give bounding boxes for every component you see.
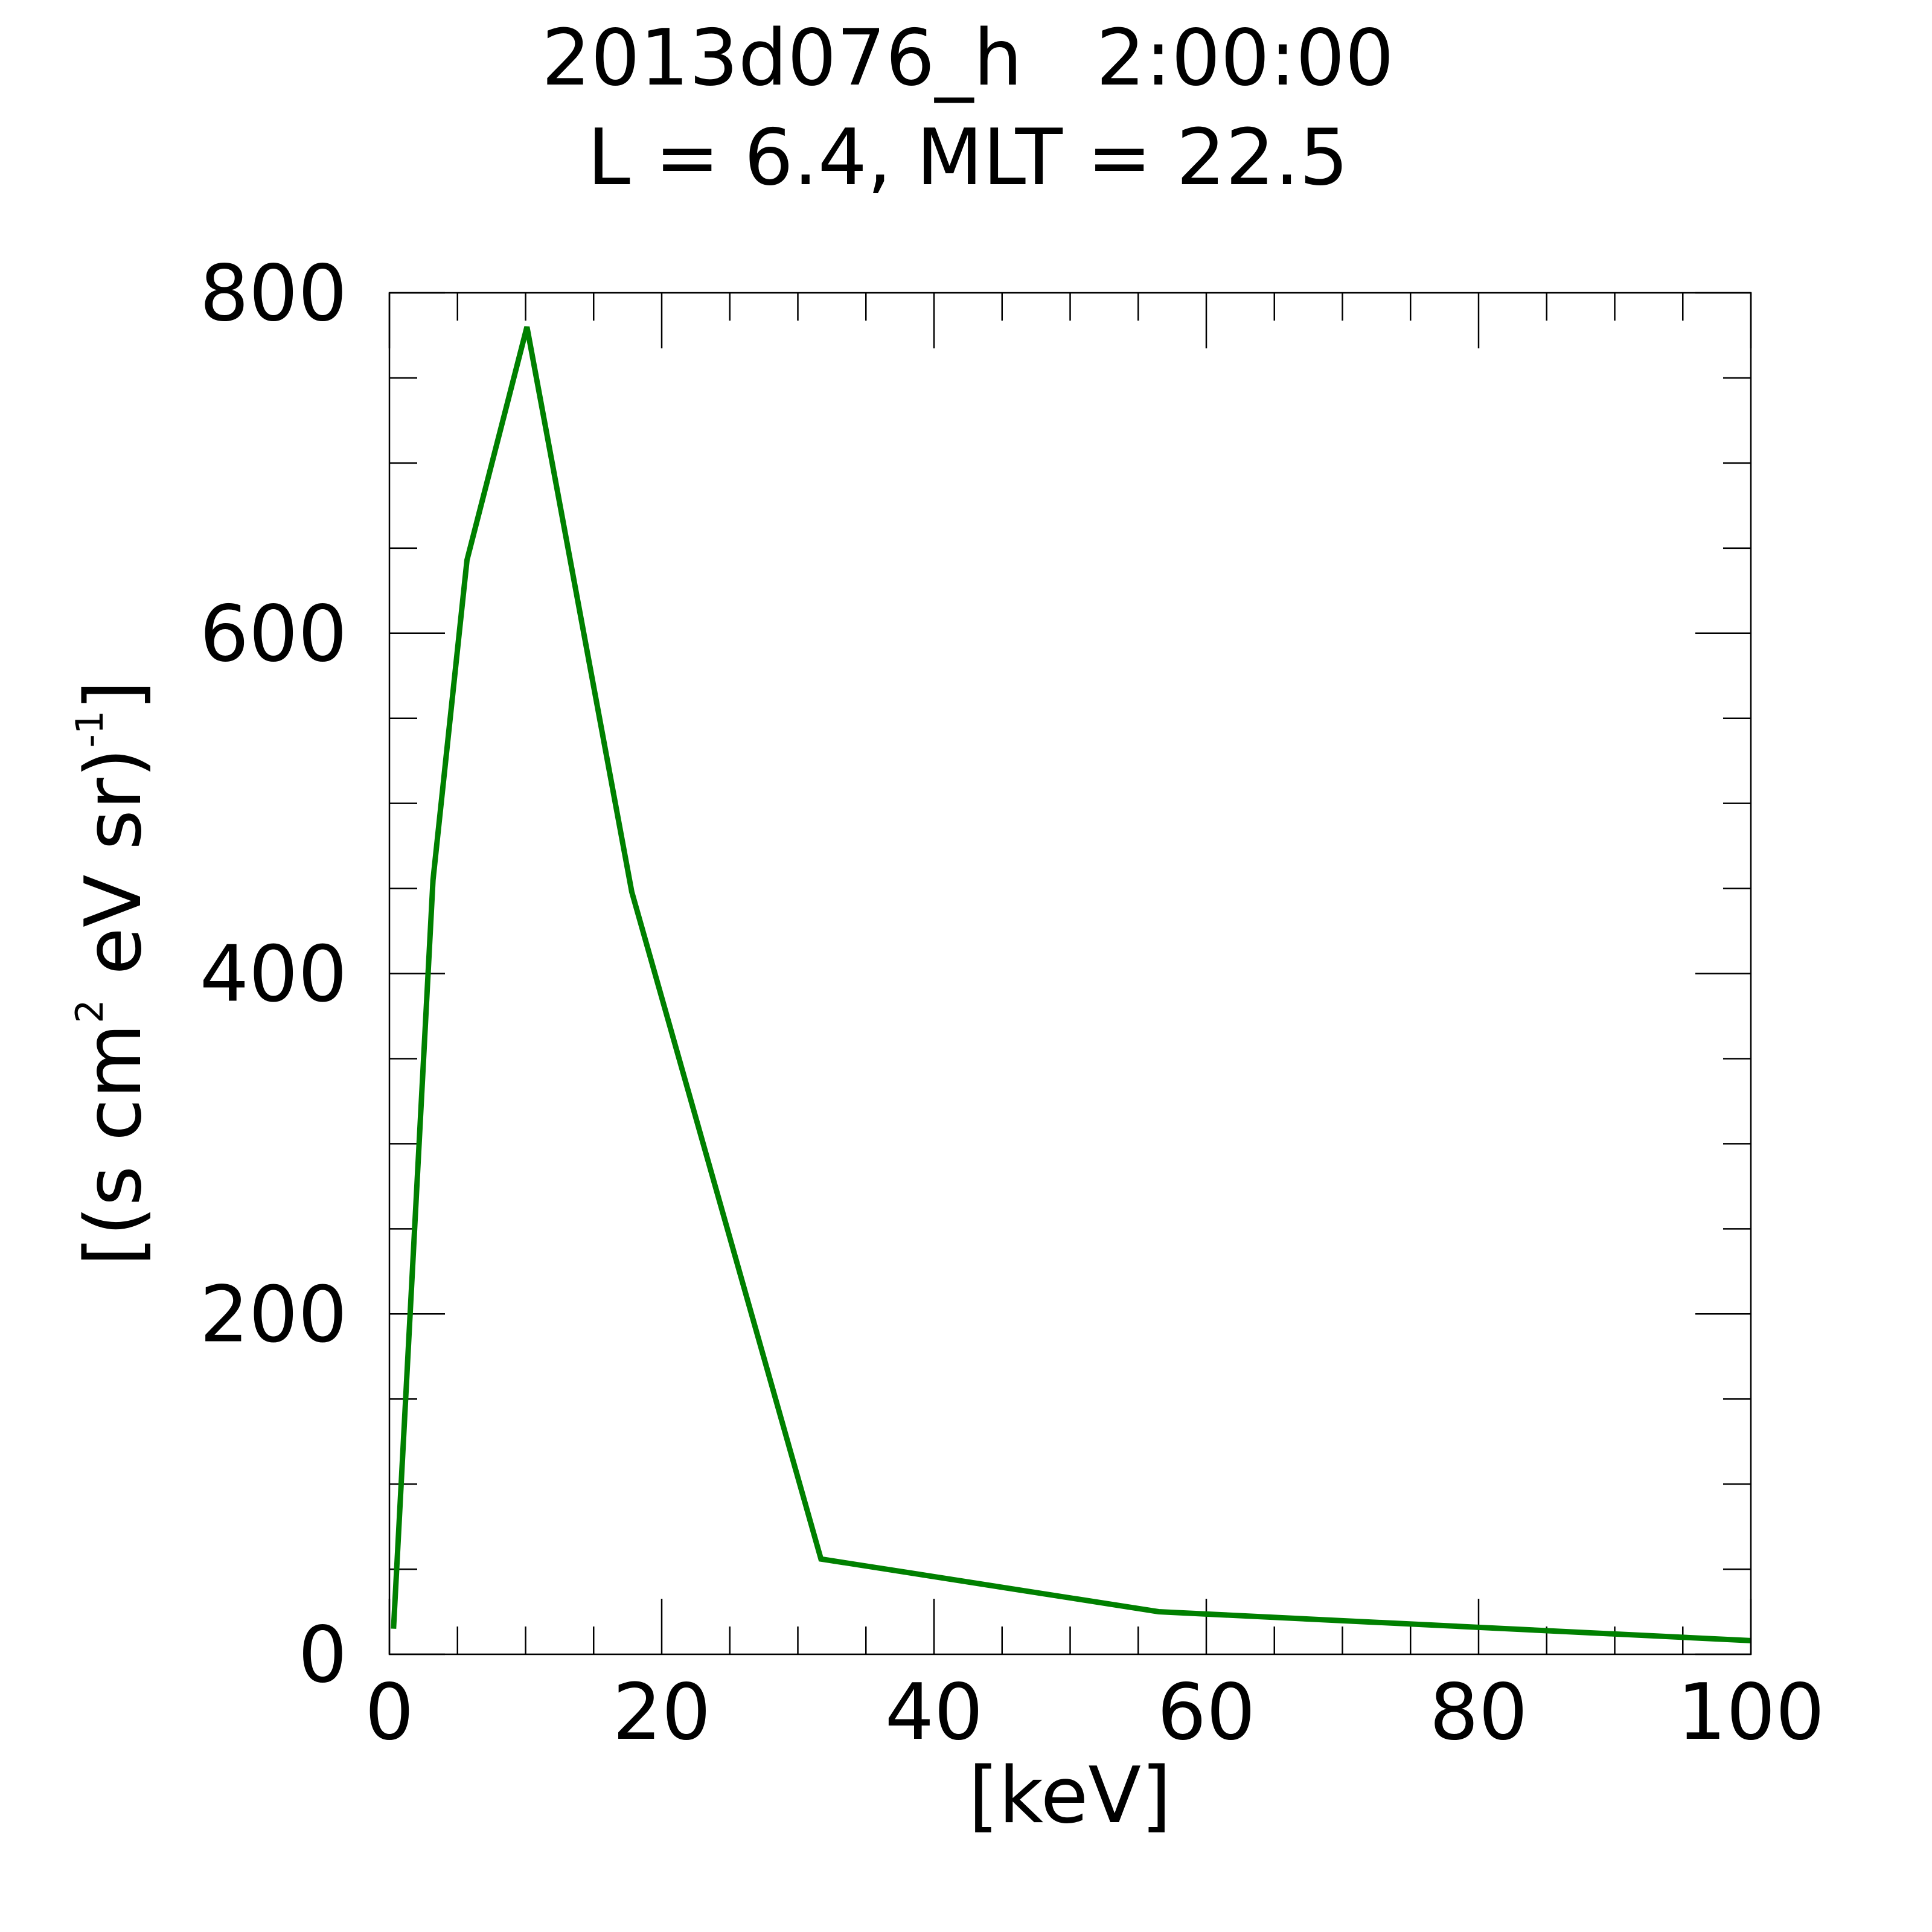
y-tick-label: 600 [200,589,347,679]
y-tick-label: 200 [200,1270,347,1360]
chart-subtitle: L = 6.4, MLT = 22.5 [587,113,1349,203]
x-tick-label: 80 [1430,1668,1528,1758]
y-tick-label: 400 [200,930,347,1020]
y-axis-label-sup-2: -1 [68,711,112,748]
y-axis-label-suffix: ] [69,680,159,711]
x-tick-label: 20 [613,1668,711,1758]
x-tick-label: 60 [1157,1668,1256,1758]
y-tick-labels: 0 200 400 600 800 [200,249,347,1700]
x-tick-labels: 0 20 40 60 80 100 [365,1668,1825,1758]
series-layer [391,326,1751,1643]
x-tick-label: 100 [1677,1668,1825,1758]
y-axis-label: [(s cm2 eV sr)-1] [68,680,159,1266]
plot-frame [388,292,1752,1655]
series-line [391,326,1751,1643]
y-axis-label-middle: eV sr) [69,748,159,1000]
y-axis-label-sup-1: 2 [68,999,112,1023]
x-axis-label: [keV] [968,1751,1171,1841]
y-tick-label: 800 [200,249,347,339]
major-ticks [388,292,1752,1655]
chart-title: 2013d076_h 2:00:00 [542,13,1394,103]
y-tick-label: 0 [298,1610,347,1700]
x-tick-label: 0 [365,1668,414,1758]
minor-ticks [389,293,1751,1654]
y-axis-label-prefix: [(s cm [69,1023,159,1266]
x-tick-label: 40 [885,1668,984,1758]
